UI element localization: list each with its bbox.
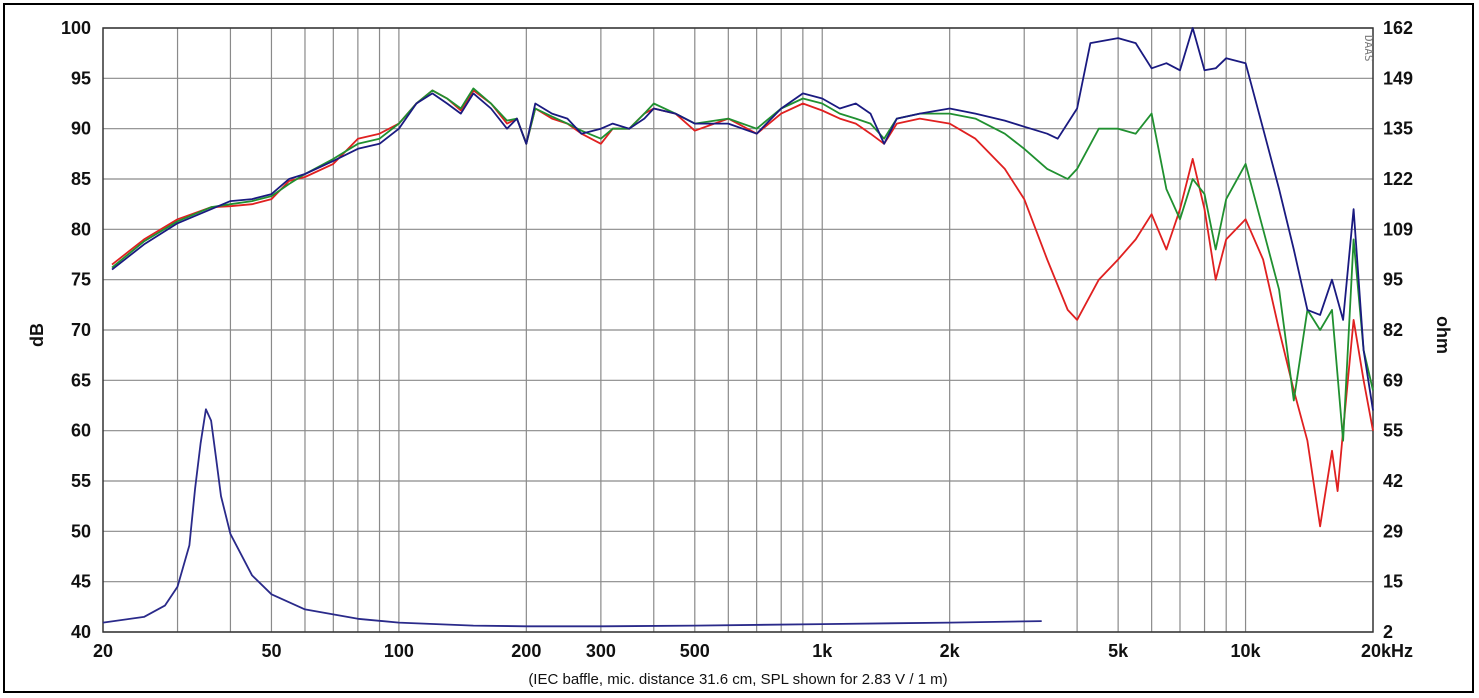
series-line-1 [111, 89, 1374, 528]
y-tick-label: 50 [71, 521, 91, 541]
daas-watermark: DAAS [1362, 35, 1375, 62]
frequency-response-chart: 20 50 100 200 300 500 1k 2k 5k 10k 20kHz 40 45 50 55 6… [27, 18, 1453, 688]
y-tick-label: 100 [61, 18, 91, 38]
y2-tick-label: 29 [1383, 521, 1403, 541]
y-tick-label: 95 [71, 68, 91, 88]
x-axis-ticks: 20 50 100 200 300 500 1k 2k 5k 10k 20kHz [93, 641, 1413, 661]
y-tick-label: 85 [71, 169, 91, 189]
y-tick-label: 65 [71, 370, 91, 390]
y2-tick-label: 2 [1383, 622, 1393, 642]
y-tick-label: 70 [71, 320, 91, 340]
x-tick-label: 2k [940, 641, 961, 661]
x-tick-label: 50 [261, 641, 281, 661]
y2-tick-label: 15 [1383, 572, 1403, 592]
y2-tick-label: 135 [1383, 119, 1413, 139]
y2-tick-label: 162 [1383, 18, 1413, 38]
y-tick-label: 40 [71, 622, 91, 642]
y2-tick-label: 95 [1383, 270, 1403, 290]
y2-axis-title: ohm [1433, 316, 1453, 354]
series-line-2 [111, 87, 1374, 442]
y-tick-label: 75 [71, 270, 91, 290]
chart-caption: (IEC baffle, mic. distance 31.6 cm, SPL … [528, 671, 947, 688]
x-tick-label: 300 [586, 641, 616, 661]
y2-tick-label: 149 [1383, 68, 1413, 88]
y-tick-label: 45 [71, 572, 91, 592]
y2-tick-label: 42 [1383, 471, 1403, 491]
chart-frame: 20 50 100 200 300 500 1k 2k 5k 10k 20kHz 40 45 50 55 6… [3, 3, 1474, 693]
plot-area-border [102, 27, 1374, 633]
series-group [102, 27, 1374, 628]
y-axis-title: dB [27, 323, 47, 347]
y-axis-ticks: 40 45 50 55 60 65 70 75 80 85 90 95 100 [61, 18, 91, 642]
x-tick-label: 5k [1108, 641, 1129, 661]
x-tick-label: 1k [812, 641, 833, 661]
y-tick-label: 55 [71, 471, 91, 491]
x-tick-label: 200 [511, 641, 541, 661]
y2-tick-label: 55 [1383, 421, 1403, 441]
y-tick-label: 80 [71, 219, 91, 239]
y2-tick-label: 122 [1383, 169, 1413, 189]
x-tick-label: 500 [680, 641, 710, 661]
y2-tick-label: 69 [1383, 370, 1403, 390]
x-tick-label: 100 [384, 641, 414, 661]
grid [103, 27, 1373, 633]
y2-tick-label: 109 [1383, 219, 1413, 239]
y2-axis-ticks: 2 15 29 42 55 69 82 95 109 122 135 149 162 [1383, 18, 1413, 642]
series-line-3 [111, 27, 1374, 411]
x-tick-label: 10k [1231, 641, 1262, 661]
impedance-curve [102, 408, 1042, 628]
x-tick-label: 20 [93, 641, 113, 661]
x-tick-label: 20kHz [1361, 641, 1413, 661]
y-tick-label: 90 [71, 119, 91, 139]
y-tick-label: 60 [71, 421, 91, 441]
y2-tick-label: 82 [1383, 320, 1403, 340]
